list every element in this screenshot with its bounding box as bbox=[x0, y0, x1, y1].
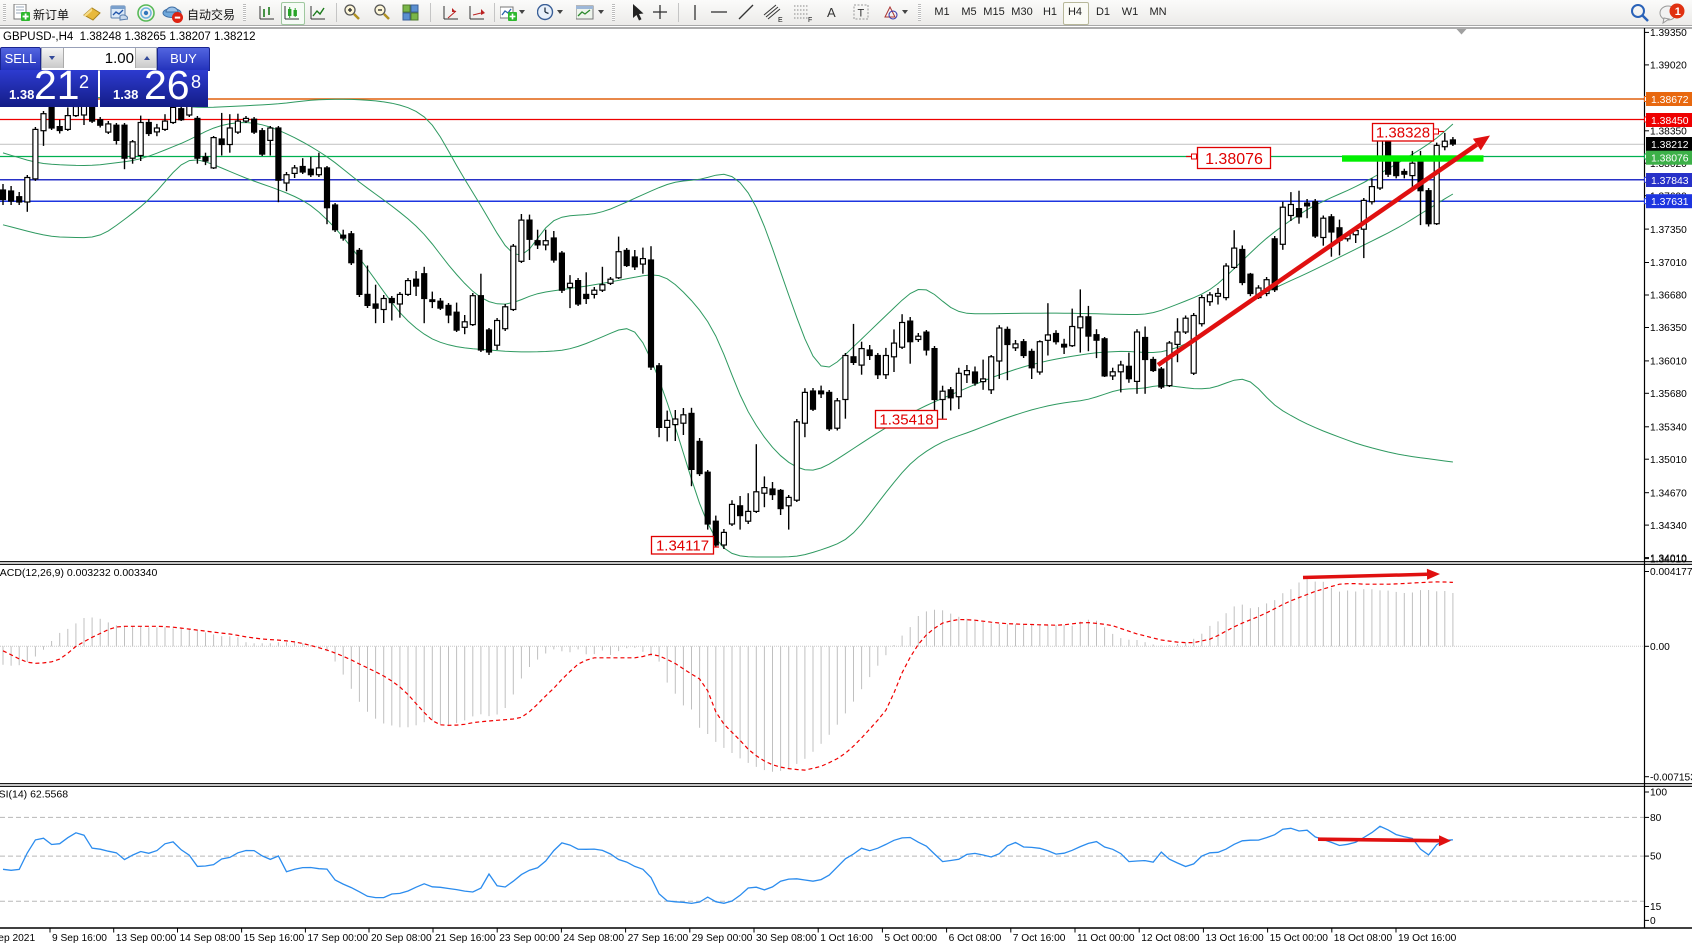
svg-text:F: F bbox=[808, 17, 812, 23]
svg-text:1.39350: 1.39350 bbox=[1650, 28, 1687, 39]
svg-text:1.36010: 1.36010 bbox=[1650, 357, 1687, 368]
svg-text:11 Oct 00:00: 11 Oct 00:00 bbox=[1077, 933, 1135, 944]
svg-text:RSI(14) 62.5568: RSI(14) 62.5568 bbox=[0, 789, 68, 801]
svg-text:15 Oct 00:00: 15 Oct 00:00 bbox=[1270, 933, 1329, 944]
svg-text:0.00: 0.00 bbox=[1650, 642, 1670, 653]
svg-text:1.37843: 1.37843 bbox=[1651, 176, 1689, 187]
svg-text:8 Sep 2021: 8 Sep 2021 bbox=[0, 933, 35, 944]
svg-text:21 Sep 16:00: 21 Sep 16:00 bbox=[435, 933, 496, 944]
svg-text:E: E bbox=[778, 17, 783, 23]
svg-text:1.38672: 1.38672 bbox=[1651, 95, 1689, 106]
svg-text:1.38076: 1.38076 bbox=[1205, 151, 1263, 168]
svg-text:1.39020: 1.39020 bbox=[1650, 61, 1687, 72]
svg-text:1 Oct 16:00: 1 Oct 16:00 bbox=[820, 933, 873, 944]
svg-text:13 Sep 00:00: 13 Sep 00:00 bbox=[116, 933, 177, 944]
svg-text:1.38350: 1.38350 bbox=[1650, 126, 1687, 137]
svg-text:12 Oct 08:00: 12 Oct 08:00 bbox=[1141, 933, 1200, 944]
svg-text:5 Oct 00:00: 5 Oct 00:00 bbox=[884, 933, 937, 944]
svg-text:23 Sep 00:00: 23 Sep 00:00 bbox=[499, 933, 560, 944]
svg-text:1.37350: 1.37350 bbox=[1650, 225, 1687, 236]
svg-text:1.36680: 1.36680 bbox=[1650, 291, 1687, 302]
svg-text:1.34340: 1.34340 bbox=[1650, 521, 1687, 532]
svg-text:9 Sep 16:00: 9 Sep 16:00 bbox=[52, 933, 107, 944]
svg-text:1.38076: 1.38076 bbox=[1651, 154, 1689, 165]
svg-text:1.37631: 1.37631 bbox=[1651, 197, 1689, 208]
svg-text:18 Oct 08:00: 18 Oct 08:00 bbox=[1334, 933, 1393, 944]
svg-text:15 Sep 16:00: 15 Sep 16:00 bbox=[244, 933, 305, 944]
svg-text:1.34670: 1.34670 bbox=[1650, 488, 1687, 499]
svg-text:1.34010: 1.34010 bbox=[1650, 553, 1687, 564]
svg-text:29 Sep 00:00: 29 Sep 00:00 bbox=[692, 933, 753, 944]
svg-text:1.35340: 1.35340 bbox=[1650, 423, 1687, 434]
svg-text:1.35418: 1.35418 bbox=[879, 412, 933, 429]
svg-text:7 Oct 16:00: 7 Oct 16:00 bbox=[1013, 933, 1066, 944]
svg-text:13 Oct 16:00: 13 Oct 16:00 bbox=[1205, 933, 1264, 944]
svg-text:1.34010: 1.34010 bbox=[1650, 554, 1687, 565]
svg-text:20 Sep 08:00: 20 Sep 08:00 bbox=[371, 933, 432, 944]
svg-text:1: 1 bbox=[1675, 6, 1681, 18]
svg-text:1.38328: 1.38328 bbox=[1376, 125, 1430, 142]
svg-text:6 Oct 08:00: 6 Oct 08:00 bbox=[949, 933, 1002, 944]
svg-text:1.36350: 1.36350 bbox=[1650, 323, 1687, 334]
svg-text:0: 0 bbox=[1650, 916, 1656, 927]
svg-text:1.37010: 1.37010 bbox=[1650, 258, 1687, 269]
svg-text:1.34117: 1.34117 bbox=[656, 538, 709, 555]
svg-text:0.004177: 0.004177 bbox=[1650, 567, 1692, 578]
svg-text:1.38212: 1.38212 bbox=[1651, 140, 1689, 151]
svg-text:30 Sep 08:00: 30 Sep 08:00 bbox=[756, 933, 817, 944]
svg-text:24 Sep 08:00: 24 Sep 08:00 bbox=[563, 933, 624, 944]
svg-text:1.35680: 1.35680 bbox=[1650, 389, 1687, 400]
svg-text:15: 15 bbox=[1650, 902, 1662, 913]
svg-text:100: 100 bbox=[1650, 788, 1667, 799]
svg-text:1.38450: 1.38450 bbox=[1651, 116, 1689, 127]
svg-text:-0.007153: -0.007153 bbox=[1650, 772, 1692, 783]
svg-text:T: T bbox=[858, 8, 865, 20]
svg-text:80: 80 bbox=[1650, 813, 1662, 824]
svg-text:MACD(12,26,9) 0.003232 0.00334: MACD(12,26,9) 0.003232 0.003340 bbox=[0, 567, 158, 579]
svg-text:19 Oct 16:00: 19 Oct 16:00 bbox=[1398, 933, 1457, 944]
svg-text:17 Sep 00:00: 17 Sep 00:00 bbox=[307, 933, 368, 944]
svg-text:50: 50 bbox=[1650, 852, 1662, 863]
svg-text:1.35010: 1.35010 bbox=[1650, 455, 1687, 466]
svg-text:27 Sep 16:00: 27 Sep 16:00 bbox=[628, 933, 689, 944]
svg-text:14 Sep 08:00: 14 Sep 08:00 bbox=[180, 933, 241, 944]
